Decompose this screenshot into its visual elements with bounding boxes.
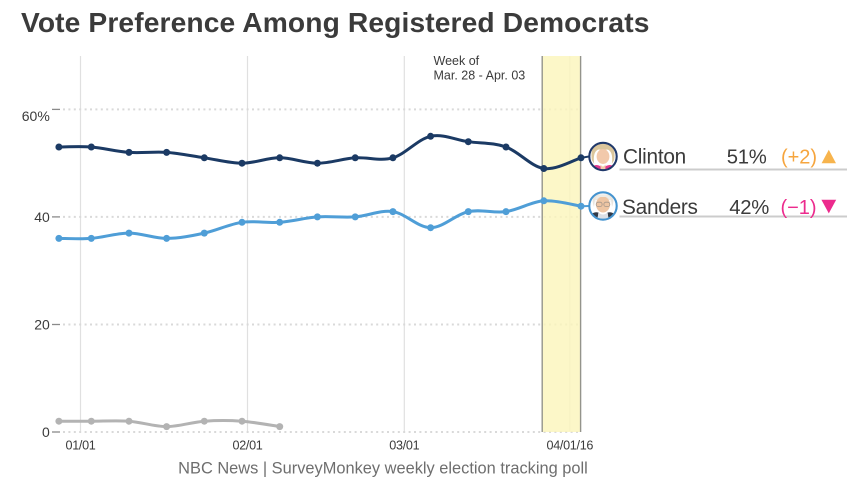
svg-text:20: 20	[34, 317, 50, 333]
svg-text:Clinton: Clinton	[623, 146, 686, 169]
svg-text:Mar. 28 - Apr. 03: Mar. 28 - Apr. 03	[434, 69, 526, 83]
svg-text:NBC News | SurveyMonkey weekly: NBC News | SurveyMonkey weekly election …	[178, 460, 588, 478]
svg-text:Vote Preference Among Register: Vote Preference Among Registered Democra…	[21, 6, 650, 38]
svg-text:40: 40	[34, 209, 50, 225]
svg-text:01/01: 01/01	[65, 439, 95, 453]
svg-text:Week of: Week of	[434, 54, 480, 68]
svg-text:0: 0	[42, 424, 50, 440]
svg-text:04/01/16: 04/01/16	[546, 439, 593, 453]
svg-text:(+2): (+2)	[781, 147, 817, 169]
svg-text:02/01: 02/01	[232, 439, 262, 453]
svg-text:42%: 42%	[729, 197, 769, 219]
svg-text:60%: 60%	[22, 108, 50, 124]
svg-text:51%: 51%	[727, 147, 767, 169]
svg-text:Sanders: Sanders	[622, 196, 698, 219]
svg-text:(−1): (−1)	[780, 197, 816, 219]
svg-text:03/01: 03/01	[389, 439, 419, 453]
